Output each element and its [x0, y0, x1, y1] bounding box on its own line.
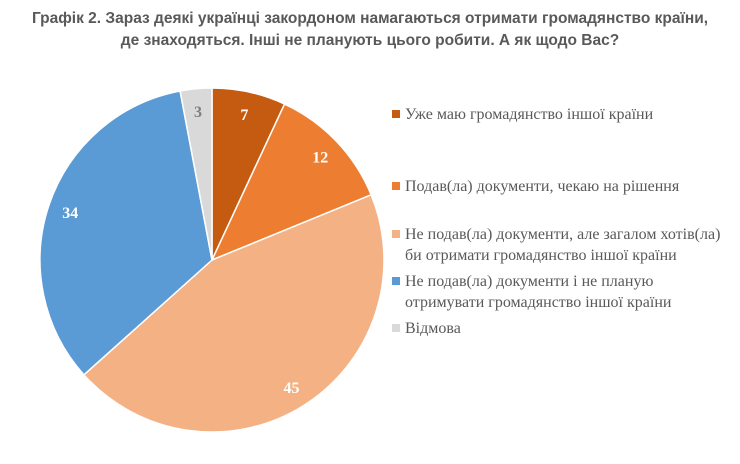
legend-swatch	[392, 110, 400, 118]
legend-item: Відмова	[392, 318, 732, 339]
legend-item: Подав(ла) документи, чекаю на рішення	[392, 176, 732, 197]
data-label-4: 3	[194, 104, 202, 121]
legend-label: Не подав(ла) документи, але загалом хоті…	[405, 226, 721, 264]
legend-swatch	[392, 324, 400, 332]
pie-slice-4	[179, 87, 213, 261]
legend-item: Уже маю громадянство іншої країни	[392, 104, 732, 125]
legend: Уже маю громадянство іншої країни Подав(л…	[392, 104, 732, 339]
chart-title: Графік 2. Зараз деякі українці закордоно…	[0, 8, 740, 52]
data-label-0: 7	[240, 107, 248, 124]
chart-title-line-1: Графік 2. Зараз деякі українці закордоно…	[31, 10, 709, 27]
pie-slice-3	[39, 90, 213, 376]
legend-label: Подав(ла) документи, чекаю на рішення	[405, 178, 680, 195]
chart-title-line-2: де знаходяться. Інші не планують цього р…	[120, 32, 620, 49]
legend-label: Не подав(ла) документи і не планую отрим…	[405, 273, 672, 311]
legend-swatch	[392, 230, 400, 238]
pie-slice-1	[210, 103, 373, 262]
legend-swatch	[392, 277, 400, 285]
data-label-3: 34	[62, 205, 78, 222]
legend-label: Уже маю громадянство іншої країни	[405, 106, 654, 123]
legend-item: Не подав(ла) документи і не планую отрим…	[392, 271, 732, 313]
legend-label: Відмова	[405, 320, 461, 337]
data-label-2: 45	[283, 380, 299, 397]
legend-swatch	[392, 182, 400, 190]
data-label-1: 12	[312, 150, 328, 167]
pie-slice-2	[82, 193, 385, 433]
legend-item: Не подав(ла) документи, але загалом хоті…	[392, 224, 732, 266]
